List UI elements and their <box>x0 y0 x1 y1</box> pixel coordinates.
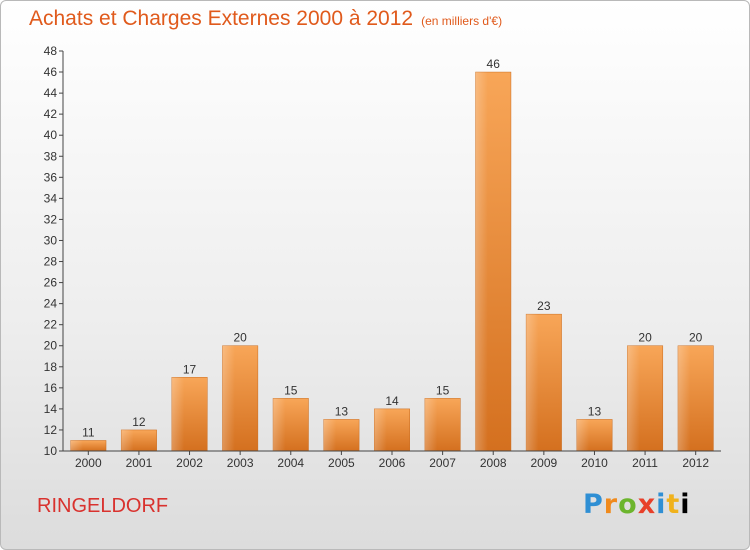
y-tick-label: 22 <box>44 318 58 332</box>
logo-letter: t <box>666 489 681 520</box>
y-tick-label: 40 <box>44 128 58 142</box>
bar-value-label: 15 <box>284 383 298 397</box>
bar-value-label: 15 <box>436 383 450 397</box>
y-tick-label: 12 <box>44 423 58 437</box>
y-tick-label: 46 <box>44 65 58 79</box>
bar-value-label: 11 <box>82 425 95 439</box>
logo-letter: r <box>603 489 619 520</box>
bar-highlight <box>677 345 691 451</box>
x-tick-label: 2007 <box>429 456 456 470</box>
bar-value-label: 13 <box>588 404 602 418</box>
bar-value-label: 20 <box>638 331 652 345</box>
y-tick-label: 30 <box>44 233 58 247</box>
x-tick-label: 2004 <box>277 456 304 470</box>
x-axis: 2000 2001 2002 2003 2004 2005 2006 2007 2008 2009… <box>63 450 721 470</box>
x-tick-label: 2001 <box>126 456 153 470</box>
x-tick-label: 2011 <box>632 456 658 470</box>
bar-value-label: 20 <box>689 331 703 345</box>
x-tick-label: 2005 <box>328 456 355 470</box>
bar-highlight <box>526 314 539 451</box>
logo-letter: x <box>637 489 657 520</box>
x-tick-label: 2012 <box>682 456 709 470</box>
bar-value-label: 20 <box>233 331 247 345</box>
bar-highlight <box>627 345 640 451</box>
x-tick-label: 2000 <box>75 456 102 470</box>
y-tick-label: 38 <box>44 149 58 163</box>
y-tick-label: 24 <box>44 297 58 311</box>
bar-highlight <box>273 398 286 451</box>
x-tick-label: 2010 <box>581 456 608 470</box>
x-tick-label: 2008 <box>480 456 507 470</box>
bar-value-label: 14 <box>385 394 399 408</box>
y-tick-label: 28 <box>44 255 58 269</box>
bar-value-label: 13 <box>335 404 349 418</box>
bar-value-label: 12 <box>132 415 146 429</box>
y-tick-label: 36 <box>44 170 58 184</box>
bar-highlight <box>171 377 185 451</box>
y-tick-label: 18 <box>44 360 58 374</box>
y-tick-label: 16 <box>44 381 58 395</box>
x-tick-label: 2002 <box>176 456 203 470</box>
bar-value-label: 46 <box>487 57 501 71</box>
y-tick-label: 44 <box>44 86 58 100</box>
logo-letter: o <box>618 489 638 520</box>
bars-group: 11 12 17 20 15 13 14 15 46 23 13 20 20 <box>70 57 714 452</box>
x-tick-label: 2003 <box>227 456 254 470</box>
logo-letter: P <box>583 489 604 520</box>
proxiti-logo: Proxiti <box>583 489 691 520</box>
y-tick-label: 48 <box>44 44 58 58</box>
y-tick-label: 10 <box>44 444 58 458</box>
y-tick-label: 34 <box>44 191 58 205</box>
logo-letter: i <box>680 489 691 520</box>
bar-highlight <box>70 440 83 451</box>
x-tick-label: 2009 <box>530 456 557 470</box>
bar-highlight <box>424 398 438 451</box>
y-tick-label: 32 <box>44 212 58 226</box>
y-tick-label: 14 <box>44 402 58 416</box>
y-tick-label: 42 <box>44 107 58 121</box>
commune-name: RINGELDORF <box>37 495 169 517</box>
bar-highlight <box>475 72 488 451</box>
chart-subtitle: (en milliers d'€) <box>421 14 503 28</box>
bar-highlight <box>323 419 337 451</box>
x-tick-label: 2006 <box>379 456 406 470</box>
bar-highlight <box>222 345 235 451</box>
bar-value-label: 17 <box>183 362 197 376</box>
y-tick-label: 20 <box>44 339 58 353</box>
logo-letter: i <box>656 489 667 520</box>
bar-highlight <box>374 408 387 451</box>
bar-value-label: 23 <box>537 299 551 313</box>
y-axis: 10 12 14 16 18 20 22 24 26 28 30 32 34 36 38 40 42 44 46 48 <box>44 44 64 458</box>
chart-title: Achats et Charges Externes 2000 à 2012 (e… <box>29 7 502 31</box>
chart-title-text: Achats et Charges Externes 2000 à 2012 <box>29 7 414 30</box>
bar-highlight <box>576 419 590 451</box>
bar-highlight <box>121 429 134 451</box>
y-tick-label: 26 <box>44 276 58 290</box>
